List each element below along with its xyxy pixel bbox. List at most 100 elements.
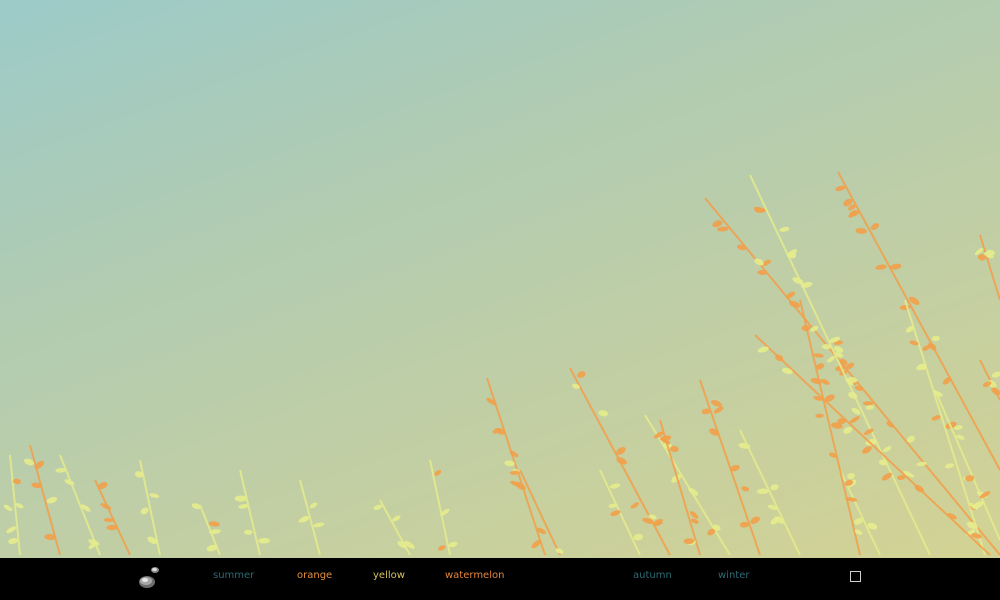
grass-leaf bbox=[870, 223, 880, 231]
grass-leaf bbox=[947, 513, 957, 520]
grass-leaf bbox=[653, 431, 664, 439]
grass-leaf bbox=[909, 296, 920, 306]
grass-leaf bbox=[669, 445, 679, 453]
grass-leaf bbox=[515, 482, 526, 491]
grass-leaf bbox=[757, 346, 769, 353]
grass-leaf bbox=[537, 527, 546, 535]
nav-yellow[interactable]: yellow bbox=[373, 570, 405, 581]
grass-leaf bbox=[147, 536, 158, 544]
grass-leaf bbox=[845, 497, 858, 502]
nav-winter[interactable]: winter bbox=[718, 570, 750, 581]
grass-leaf bbox=[373, 504, 383, 510]
grass-leaf bbox=[905, 325, 915, 333]
grass-stem bbox=[704, 197, 1000, 556]
grass-leaf bbox=[847, 472, 856, 480]
grass-stem bbox=[979, 234, 1000, 301]
grass-leaf bbox=[810, 377, 822, 384]
grass-leaf bbox=[741, 486, 750, 492]
grass-leaf bbox=[504, 460, 515, 467]
grass-leaf bbox=[648, 514, 657, 520]
grass-leaf bbox=[781, 367, 793, 375]
grass-leaf bbox=[710, 400, 722, 407]
grass-leaf bbox=[855, 228, 867, 234]
grass-leaf bbox=[23, 458, 35, 466]
nav-orange[interactable]: orange bbox=[297, 570, 333, 581]
grass-leaf bbox=[140, 507, 149, 515]
nav-watermelon[interactable]: watermelon bbox=[445, 570, 505, 581]
grass-leaf bbox=[509, 470, 521, 476]
grass-leaf bbox=[707, 528, 716, 536]
grass-leaf bbox=[106, 524, 118, 531]
grass-stem bbox=[699, 379, 761, 556]
grass-leaf bbox=[944, 463, 955, 469]
grass-leaf bbox=[986, 249, 995, 256]
grass-leaf bbox=[792, 277, 804, 285]
grass-leaf bbox=[820, 378, 830, 385]
grass-leaf bbox=[854, 517, 863, 525]
grass-leaf bbox=[982, 381, 992, 388]
grass-leaf bbox=[890, 263, 902, 270]
grass-leaf bbox=[206, 544, 218, 552]
grass-leaf bbox=[843, 198, 853, 207]
grass-leaf bbox=[448, 541, 458, 548]
grass-leaf bbox=[100, 503, 112, 510]
grass-leaf bbox=[757, 270, 767, 275]
grass-leaf bbox=[974, 247, 984, 256]
grass-leaf bbox=[851, 407, 861, 415]
stones-icon[interactable] bbox=[136, 564, 162, 592]
grass-leaf bbox=[509, 450, 519, 458]
grass-leaf bbox=[8, 537, 18, 545]
taskbar bbox=[0, 558, 1000, 600]
grass-leaf bbox=[492, 427, 501, 434]
grass-leaf bbox=[191, 503, 201, 510]
grass-leaf bbox=[729, 465, 740, 472]
grass-leaf bbox=[756, 488, 769, 495]
grass-leaf bbox=[404, 540, 415, 549]
grass-leaf bbox=[754, 258, 764, 266]
grass-leaf bbox=[827, 356, 836, 363]
grass-leaf bbox=[633, 533, 643, 541]
grass-leaf bbox=[813, 396, 824, 401]
grass-leaf bbox=[64, 479, 75, 486]
grass-leaf bbox=[824, 394, 835, 402]
grass-leaf bbox=[736, 244, 747, 251]
grass-leaf bbox=[555, 548, 564, 554]
grass-leaf bbox=[927, 342, 937, 351]
nav-autumn[interactable]: autumn bbox=[633, 570, 672, 581]
grass-stem bbox=[934, 389, 1000, 541]
grass-leaf bbox=[979, 491, 991, 499]
grass-stem bbox=[644, 414, 731, 556]
fullscreen-toggle-icon[interactable] bbox=[850, 571, 861, 582]
grass-leaf bbox=[671, 474, 682, 483]
nav-summer[interactable]: summer bbox=[213, 570, 255, 581]
grass-leaf bbox=[813, 353, 824, 358]
grass-leaf bbox=[829, 336, 841, 343]
grass-stem bbox=[519, 469, 561, 556]
grass-stem bbox=[749, 174, 931, 556]
grass-leaf bbox=[577, 371, 586, 378]
grass-leaf bbox=[690, 518, 699, 524]
grass-stem bbox=[139, 459, 161, 556]
grass-leaf bbox=[653, 521, 663, 527]
grass-leaf bbox=[931, 415, 941, 421]
grass-leaf bbox=[785, 291, 796, 299]
grass-leaf bbox=[754, 207, 766, 213]
grass-leaf bbox=[984, 251, 994, 259]
grass-leaf bbox=[789, 300, 801, 308]
grass-leaf bbox=[34, 460, 45, 470]
grass-leaf bbox=[833, 346, 844, 353]
grass-leaf bbox=[914, 485, 924, 493]
grass-stem bbox=[799, 299, 861, 556]
grass-leaf bbox=[309, 502, 318, 509]
grass-leaf bbox=[965, 475, 975, 482]
grass-leaf bbox=[844, 479, 854, 486]
grass-stem bbox=[9, 454, 21, 556]
grass-leaf bbox=[973, 500, 984, 509]
grass-leaf bbox=[739, 521, 750, 528]
grass-stem bbox=[739, 429, 801, 556]
grass-leaf bbox=[835, 185, 846, 192]
grass-leaf bbox=[896, 475, 906, 480]
grass-leaf bbox=[313, 522, 325, 528]
grass-leaf bbox=[44, 533, 57, 541]
grass-leaf bbox=[440, 508, 450, 516]
